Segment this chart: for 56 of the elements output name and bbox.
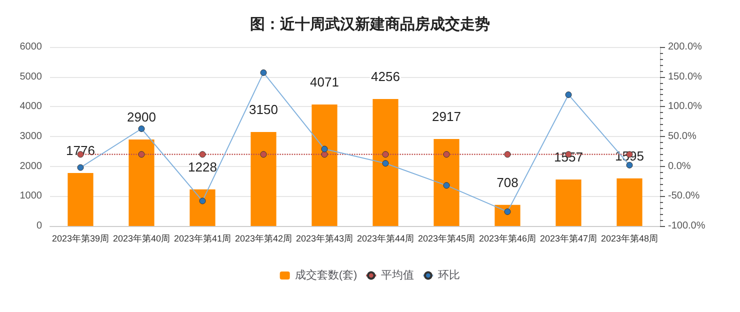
bar <box>250 132 276 226</box>
data-label: 4071 <box>310 74 339 90</box>
point <box>321 146 328 152</box>
y2-tick-label: 0.0% <box>668 160 691 172</box>
y2-tick-label: 150.0% <box>668 71 702 82</box>
x-tick-label: 2023年第41周 <box>174 234 232 244</box>
bar <box>494 204 520 226</box>
point <box>443 182 450 189</box>
bar <box>68 173 94 226</box>
y-tick-label: 3000 <box>20 131 42 142</box>
bar <box>372 99 398 226</box>
point <box>138 125 145 132</box>
y-tick-label: 4000 <box>20 101 42 112</box>
legend-label: 成交套数(套) <box>294 268 358 282</box>
bar <box>434 138 460 226</box>
data-label: 708 <box>496 174 518 190</box>
data-label: 3150 <box>249 102 278 118</box>
data-label: 2917 <box>432 108 461 124</box>
x-tick-label: 2023年第39周 <box>52 234 110 244</box>
x-tick-label: 2023年第42周 <box>234 234 292 244</box>
x-tick-label: 2023年第40周 <box>112 234 170 244</box>
point <box>382 160 389 167</box>
x-tick-label: 2023年第46周 <box>478 234 536 244</box>
x-tick-label: 2023年第45周 <box>418 234 476 244</box>
data-label: 2900 <box>127 109 156 124</box>
point <box>77 164 84 171</box>
point <box>199 198 206 204</box>
x-tick-label: 2023年第48周 <box>600 234 658 244</box>
data-label: 1776 <box>66 143 95 158</box>
bar <box>128 139 154 226</box>
point <box>565 91 572 98</box>
y-tick-label: 5000 <box>20 71 42 82</box>
point <box>626 162 633 168</box>
y2-tick-label: 100.0% <box>668 101 702 112</box>
x-tick-label: 2023年第47周 <box>540 234 598 244</box>
y-tick-label: 0 <box>36 220 42 232</box>
legend-label: 环比 <box>438 268 460 282</box>
x-tick-label: 2023年第43周 <box>296 234 354 244</box>
y-tick-label: 6000 <box>20 42 42 52</box>
bar <box>616 178 642 226</box>
bar <box>556 180 582 226</box>
bar <box>190 189 216 226</box>
y-tick-label: 2000 <box>20 160 42 172</box>
chart-title: 图：近十周武汉新建商品房成交走势 <box>250 15 490 33</box>
legend-label: 平均值 <box>381 270 414 282</box>
point <box>504 208 511 215</box>
y2-tick-label: 50.0% <box>668 131 696 142</box>
y2-tick-label: -100.0% <box>668 220 706 232</box>
data-label: 4256 <box>371 69 400 84</box>
y-tick-label: 1000 <box>20 190 42 202</box>
bar <box>312 104 338 226</box>
point <box>260 69 267 76</box>
y2-tick-label: 200.0% <box>668 42 702 52</box>
y2-tick-label: -50.0% <box>668 190 700 202</box>
data-label: 1228 <box>188 159 217 174</box>
x-tick-label: 2023年第44周 <box>356 234 414 244</box>
